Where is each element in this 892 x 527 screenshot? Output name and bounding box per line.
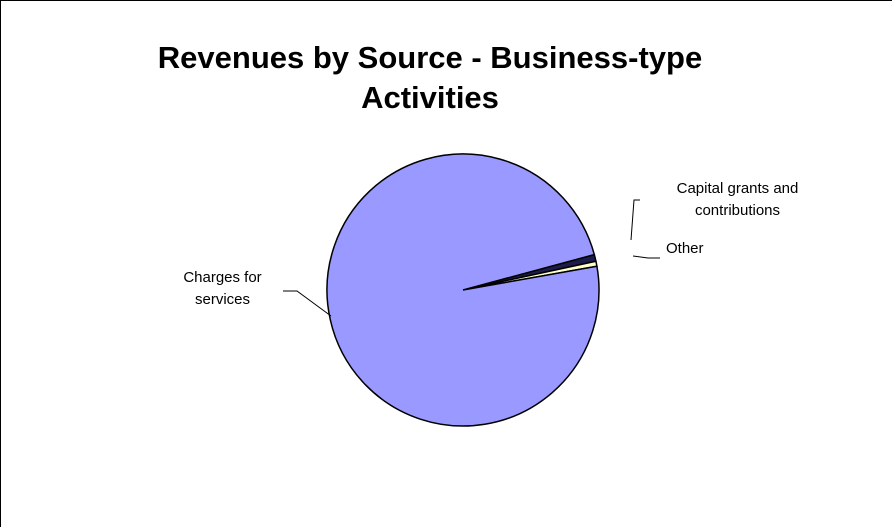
slice-label: Other (666, 240, 704, 257)
slice-label: Capital grants and contributions (676, 180, 799, 219)
leader-line (630, 199, 640, 241)
leader-line (632, 255, 660, 259)
chart-title: Revenues by Source - Business-type Activ… (157, 40, 703, 115)
pie-slice (326, 153, 600, 427)
pie (326, 153, 600, 427)
leader-line (283, 290, 332, 317)
slice-label: Charges for services (183, 269, 262, 308)
